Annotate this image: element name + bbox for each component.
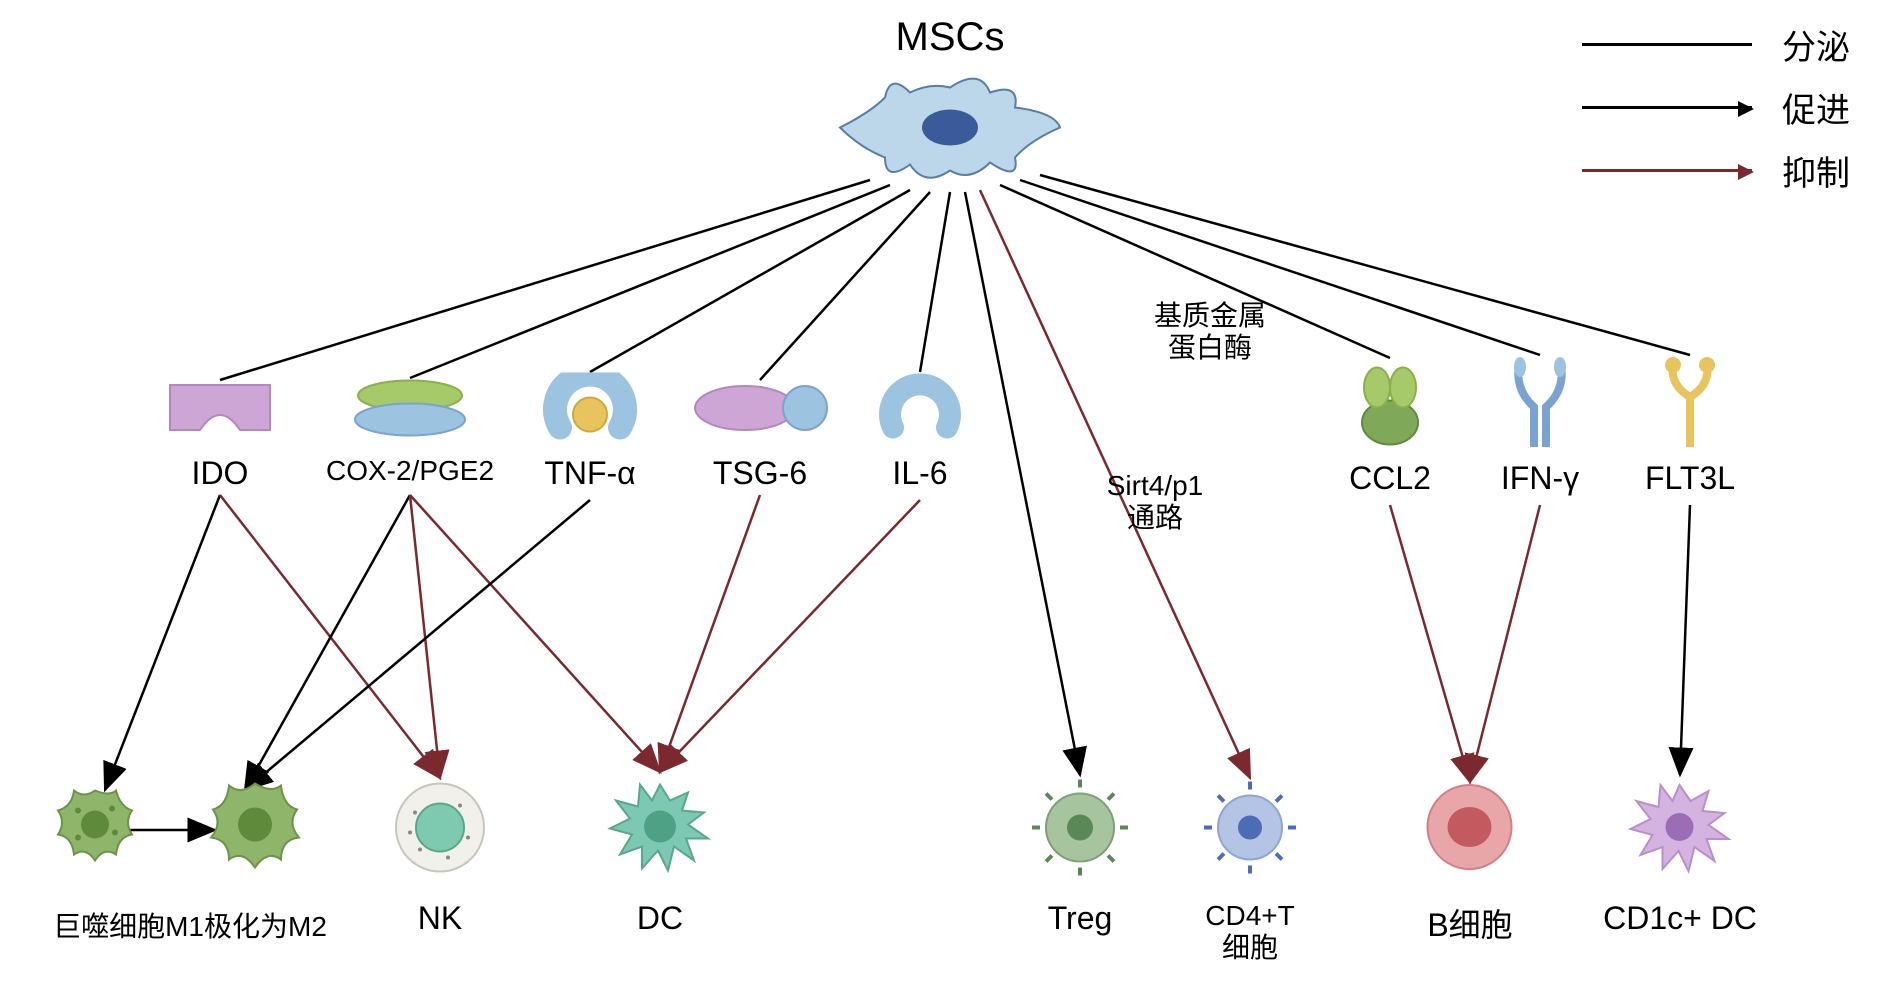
bcell-icon — [1423, 780, 1518, 880]
legend-line-secrete — [1582, 43, 1752, 46]
legend: 分泌 促进 抑制 — [1582, 20, 1850, 195]
dc-cell-icon — [600, 773, 720, 888]
legend-label-promote: 促进 — [1782, 83, 1850, 132]
legend-label-inhibit: 抑制 — [1782, 146, 1850, 195]
il6-icon — [875, 373, 965, 448]
legend-line-promote — [1582, 106, 1752, 109]
nk-label: NK — [418, 900, 462, 937]
tsg6-label: TSG-6 — [713, 455, 807, 492]
legend-line-inhibit — [1582, 169, 1752, 172]
arrowhead-icon — [1738, 101, 1754, 117]
macrophage-label: 巨噬细胞M1极化为M2 — [53, 905, 327, 945]
cox2-icon — [350, 378, 470, 443]
ifng-label: IFN-γ — [1501, 460, 1579, 497]
ido-label: IDO — [192, 455, 249, 492]
treg-cell-icon — [1030, 778, 1130, 883]
tnfa-icon — [540, 373, 640, 448]
legend-row-secrete: 分泌 — [1582, 20, 1850, 69]
macrophage-m1-icon — [50, 783, 140, 878]
ifng-icon — [1505, 355, 1575, 455]
sirt-label: Sirt4/p1 通路 — [1107, 470, 1204, 534]
ido-icon — [165, 380, 275, 440]
tnfa-label: TNF-α — [544, 455, 635, 492]
msc-cell-icon — [830, 63, 1070, 198]
cd1c-dc-icon — [1623, 775, 1738, 885]
ccl2-icon — [1350, 358, 1430, 453]
flt3l-icon — [1655, 355, 1725, 455]
legend-row-promote: 促进 — [1582, 83, 1850, 132]
arrowhead-icon — [1738, 164, 1754, 180]
cd1c-label: CD1c+ DC — [1603, 900, 1757, 937]
macrophage-m2-icon — [205, 778, 305, 883]
nk-cell-icon — [390, 778, 490, 883]
mmp-label: 基质金属 蛋白酶 — [1154, 300, 1266, 364]
cox2-label: COX-2/PGE2 — [326, 455, 494, 487]
cd4t-label: CD4+T 细胞 — [1205, 900, 1294, 964]
tsg6-icon — [690, 380, 830, 440]
treg-label: Treg — [1048, 900, 1113, 937]
legend-row-inhibit: 抑制 — [1582, 146, 1850, 195]
mscs-title: MSCs — [896, 15, 1005, 60]
cd4t-cell-icon — [1200, 778, 1300, 883]
legend-label-secrete: 分泌 — [1782, 20, 1850, 69]
il6-label: IL-6 — [892, 455, 947, 492]
flt3l-label: FLT3L — [1645, 460, 1735, 497]
dc-label: DC — [637, 900, 683, 937]
ccl2-label: CCL2 — [1349, 460, 1431, 497]
bcell-label: B细胞 — [1427, 900, 1512, 946]
